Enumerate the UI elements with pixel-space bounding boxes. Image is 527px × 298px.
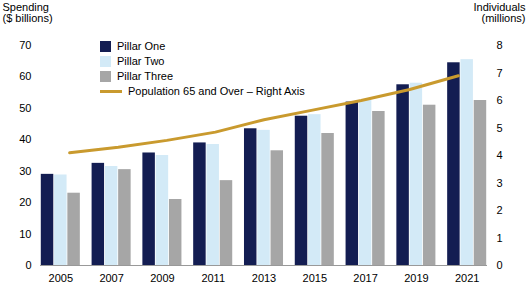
svg-text:3: 3 (497, 177, 503, 189)
svg-text:70: 70 (19, 39, 31, 51)
html-text:Population 65 and Over – Right: Population 65 and Over – Right Axis (128, 85, 305, 97)
svg-text:2009: 2009 (150, 272, 174, 284)
svg-text:2011: 2011 (201, 272, 225, 284)
svg-text:50: 50 (19, 102, 31, 114)
svg-text:2017: 2017 (353, 272, 377, 284)
svg-text:2007: 2007 (99, 272, 123, 284)
svg-text:2015: 2015 (303, 272, 327, 284)
svg-text:4: 4 (497, 149, 503, 161)
svg-text:10: 10 (19, 228, 31, 240)
html-text:Pillar One: Pillar One (117, 40, 166, 52)
html-text:Pillar Three: Pillar Three (117, 70, 173, 82)
svg-text:60: 60 (19, 70, 31, 82)
html-text:Pillar Two: Pillar Two (117, 55, 165, 67)
svg-text:2005: 2005 (49, 272, 73, 284)
svg-text:1: 1 (497, 232, 503, 244)
svg-text:2019: 2019 (404, 272, 428, 284)
svg-text:5: 5 (497, 122, 503, 134)
svg-text:6: 6 (497, 94, 503, 106)
svg-text:8: 8 (497, 39, 503, 51)
svg-text:Individuals(millions): Individuals(millions) (474, 1, 526, 24)
svg-text:2: 2 (497, 204, 503, 216)
svg-text:0: 0 (25, 259, 31, 271)
svg-text:2013: 2013 (252, 272, 276, 284)
svg-text:2021: 2021 (455, 272, 479, 284)
svg-text:30: 30 (19, 165, 31, 177)
svg-text:40: 40 (19, 133, 31, 145)
svg-text:20: 20 (19, 196, 31, 208)
svg-text:0: 0 (497, 259, 503, 271)
svg-text:Spending($ billions): Spending($ billions) (3, 1, 53, 24)
svg-text:7: 7 (497, 67, 503, 79)
